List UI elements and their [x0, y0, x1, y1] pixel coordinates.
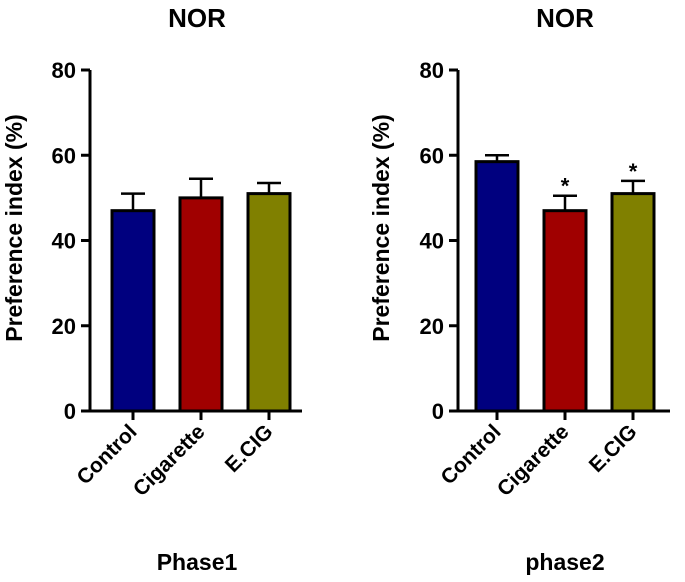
x-axis-label: Phase1	[157, 549, 238, 575]
significance-marker: *	[561, 174, 570, 199]
x-tick-label: Cigarette	[493, 420, 574, 501]
y-axis-label: Preference index (%)	[1, 114, 27, 342]
y-tick-label: 60	[52, 143, 76, 168]
bar-control	[110, 209, 156, 413]
y-ticks: 0 20 40 60 80	[52, 58, 90, 424]
y-tick-label: 40	[52, 229, 76, 254]
bar-cigarette	[542, 209, 588, 413]
chart-panel-phase1: NOR Preference index (%) Phase1 0 20 40 60 8…	[1, 3, 302, 575]
x-tick-label: Control	[436, 420, 505, 489]
x-axis-label: phase2	[525, 549, 604, 575]
x-tick-label: Control	[72, 420, 141, 489]
y-tick-label: 80	[420, 58, 444, 83]
significance-marker: *	[629, 159, 638, 184]
x-tick-label: Cigarette	[129, 420, 210, 501]
y-tick-label: 20	[420, 314, 444, 339]
y-tick-label: 20	[52, 314, 76, 339]
y-tick-label: 0	[64, 399, 76, 424]
bar-cigarette	[178, 196, 224, 413]
significance-markers: **	[561, 159, 638, 199]
chart-title: NOR	[536, 3, 594, 33]
error-bars	[121, 177, 281, 211]
y-tick-label: 0	[432, 399, 444, 424]
error-bars	[485, 154, 645, 211]
bar-e-cig	[610, 192, 656, 413]
chart-panel-phase2: NOR Preference index (%) phase2 0 20 40 60 8…	[368, 3, 670, 575]
bar-control	[474, 160, 520, 413]
y-tick-label: 40	[420, 229, 444, 254]
x-tick-label: E.CIG	[585, 420, 642, 477]
x-tick-label: E.CIG	[221, 420, 278, 477]
bars	[110, 192, 292, 413]
y-axis-label: Preference index (%)	[368, 114, 394, 342]
chart-title: NOR	[168, 3, 226, 33]
y-ticks: 0 20 40 60 80	[420, 58, 458, 424]
y-tick-label: 80	[52, 58, 76, 83]
bar-e-cig	[246, 192, 292, 413]
bars	[474, 160, 656, 413]
y-tick-label: 60	[420, 143, 444, 168]
